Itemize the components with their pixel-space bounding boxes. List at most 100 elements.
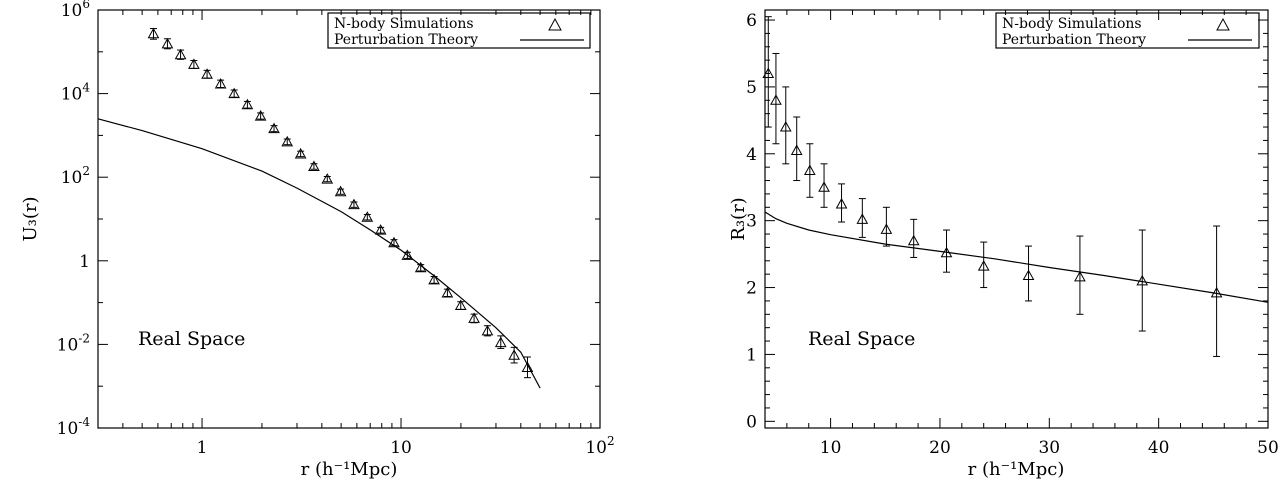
u3-perturbation-theory-curve [97,118,541,389]
r3-data-point [803,143,816,198]
u3-y-tick-label: 10-4 [57,415,91,439]
r3-triangle-marker [1210,286,1223,298]
r3-x-tick-labels: 10 20 30 40 50 [820,438,1279,458]
u3-data-point [188,58,200,69]
u3-data-point [241,98,254,110]
r3-data-point [762,16,775,128]
r3-x-tick-label: 50 [1257,438,1279,458]
r3-data-point [1136,229,1149,332]
u3-data-point [508,346,520,364]
r3-data-point [790,116,803,182]
u3-data-point [494,335,507,349]
u3-triangle-marker [174,48,187,60]
u3-data-point [161,37,174,50]
u3-legend-label-theory: Perturbation Theory [334,32,478,48]
r3-triangle-marker [1022,269,1035,281]
u3-triangle-marker [428,273,440,285]
u3-annotation: Real Space [138,328,245,350]
u3-data-point [174,48,187,60]
r3-data-point [1022,245,1035,302]
u3-triangle-marker [348,198,360,210]
u3-y-tick-label: 10-2 [57,331,90,355]
u3-triangle-marker [414,261,427,273]
u3-triangle-marker [281,135,294,147]
r3-data-point [1074,235,1086,315]
u3-data-point [401,249,414,260]
r3-data-point [907,218,920,258]
r3-triangle-marker [762,67,775,79]
r3-triangle-marker [770,94,782,105]
r3-triangle-marker [818,181,830,192]
u3-y-tick-label: 102 [61,164,90,188]
u3-data-point [228,87,241,99]
r3-legend-label-nbody: N-body Simulations [1002,16,1142,32]
r3-x-tick-label: 30 [1038,438,1060,458]
u3-triangle-marker [308,160,320,172]
u3-triangle-marker [268,122,280,134]
r3-y-tick-label: 0 [746,412,757,432]
u3-data-point [414,261,427,273]
u3-triangle-marker [521,361,534,373]
r3-data-point [880,206,893,247]
u3-triangle-marker [388,236,400,248]
u3-legend: N-body Simulations Perturbation Theory [327,12,591,49]
u3-triangle-marker [147,27,160,39]
u3-triangle-marker [374,224,387,235]
u3-data-point [481,324,494,337]
u3-x-tick-label: 102 [585,434,614,458]
r3-data-point [1210,225,1223,357]
u3-triangle-marker [481,324,494,336]
u3-data-point [308,160,320,172]
r3-y-tick-label: 6 [746,11,757,31]
u3-data-point [214,77,227,89]
r3-y-tick-label: 5 [746,78,757,98]
r3-data-point [818,163,830,208]
u3-x-tick-exponent: 2 [607,434,615,448]
u3-x-tick-label: 10 [390,438,412,458]
u3-panel: 1 10 102 10-4 10-2 1 102 104 106 r (h⁻¹Mpc) U₃(… [20,0,615,480]
r3-triangle-marker [1136,274,1149,286]
u3-y-tick-exponent: -2 [78,331,90,345]
u3-data-point [468,312,480,324]
u3-data-point [334,185,347,197]
r3-x-tick-label: 20 [929,438,951,458]
r3-x-tick-label: 10 [820,438,842,458]
u3-data-point [521,356,534,379]
u3-data-point [374,224,387,235]
u3-x-tick-label: 1 [197,438,208,458]
u3-y-tick-exponent: 6 [82,0,90,11]
u3-data-point [348,198,360,210]
u3-triangle-marker [201,68,213,79]
u3-y-tick-exponent: 4 [82,81,90,95]
r3-triangle-marker [856,213,869,224]
u3-triangle-marker [494,336,507,348]
r3-data-point [940,229,953,273]
r3-legend-box [995,12,1260,49]
u3-data-point [294,147,307,159]
r3-legend-label-theory: Perturbation Theory [1002,32,1146,48]
u3-y-tick-labels: 10-4 10-2 1 102 104 106 [57,0,91,439]
r3-y-axis-label: R₃(r) [728,197,749,240]
u3-triangle-marker [214,77,227,89]
u3-triangle-marker [361,211,374,222]
r3-triangle-marker [880,223,893,234]
u3-theory-line [97,118,541,389]
r3-triangle-marker [779,121,792,132]
u3-triangle-marker [454,299,467,311]
r3-triangle-marker [835,197,848,209]
u3-triangle-marker [401,249,414,260]
r3-legend-triangle-marker [1216,17,1230,31]
r3-data-point [770,52,782,145]
r3-panel: 10 20 30 40 50 0 1 2 3 4 5 6 r (h⁻¹Mpc) R₃(r) Real… [728,9,1279,480]
r3-x-tick-label: 40 [1148,438,1170,458]
u3-data-point [281,135,294,147]
u3-data-point [147,27,160,40]
u3-y-tick-exponent: 2 [82,164,90,178]
u3-data-point [268,122,280,134]
r3-data-point [779,86,792,165]
r3-y-tick-label: 4 [746,145,757,165]
u3-x-axis-label: r (h⁻¹Mpc) [301,459,398,480]
u3-y-axis-label: U₃(r) [20,196,41,241]
u3-y-tick-exponent: -4 [78,415,90,429]
r3-x-axis-label: r (h⁻¹Mpc) [968,459,1065,480]
